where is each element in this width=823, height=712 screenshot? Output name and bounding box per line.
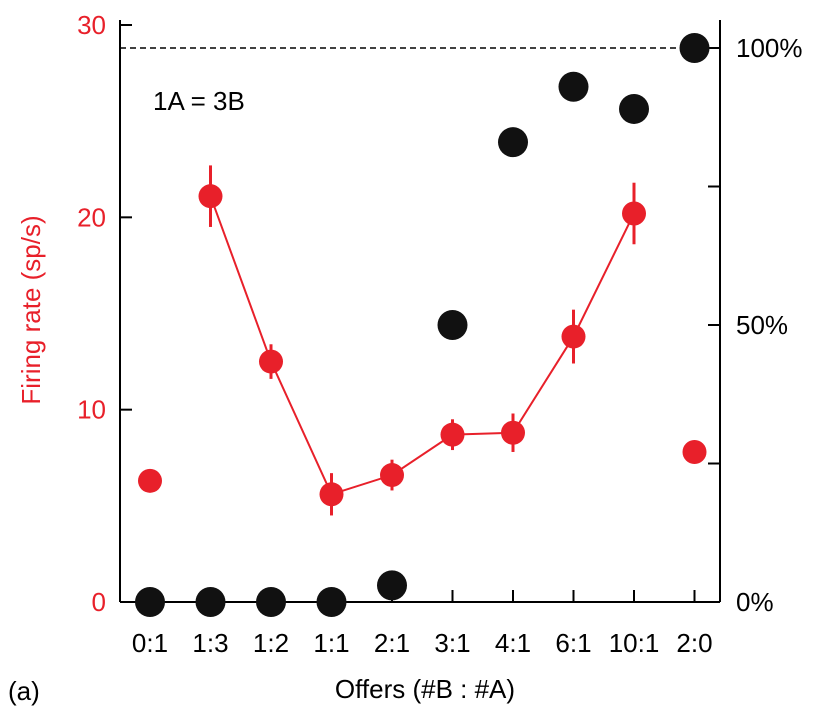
choice-percent-point [679,33,710,63]
x-tick-label: 1:1 [313,628,349,658]
y-tick-label: 10 [77,395,106,425]
firing-rate-point [259,349,283,374]
firing-rate-point [440,422,465,447]
annotation-equivalence: 1A = 3B [153,86,245,116]
firing-rate-point [138,468,162,493]
choice-percent-point [195,587,226,617]
x-tick-label: 2:0 [676,628,712,658]
firing-rate-point [319,482,344,507]
firing-rate-point [622,201,646,226]
y-tick-label: 30 [77,10,106,40]
firing-rate-point [380,463,404,488]
choice-percent-point [619,93,649,124]
x-tick-label: 4:1 [495,628,531,658]
x-tick-label: 1:2 [253,628,289,658]
x-tick-label: 0:1 [132,628,168,658]
left-y-axis: Firing rate (sp/s) 0 10 20 30 [16,10,132,617]
x-tick-label: 3:1 [434,628,470,658]
series-firing-rate [138,165,707,516]
x-tick-label: 10:1 [609,628,660,658]
x-axis: Offers (#B : #A) 0:1 1:3 1:2 1:1 2:1 3:1 4:1 6:… [132,590,713,704]
firing-rate-point [501,420,525,445]
choice-percent-point [256,587,286,617]
y-tick-label: 20 [77,202,106,232]
x-axis-title: Offers (#B : #A) [335,674,515,704]
x-tick-label: 2:1 [374,628,410,658]
y-axis-title: Firing rate (sp/s) [16,215,46,404]
choice-percent-point [558,71,589,102]
choice-percent-point [377,570,407,601]
firing-rate-line [209,195,635,496]
panel-label: (a) [8,676,40,706]
series-choice-percent [135,33,710,617]
choice-percent-point [437,310,468,340]
y-tick-label: 0 [92,587,106,617]
y2-tick-label: 0% [736,587,774,617]
y2-tick-label: 100% [736,33,803,63]
y2-tick-label: 50% [736,310,788,340]
choice-percent-point [316,587,347,617]
choice-percent-point [498,127,528,158]
firing-rate-point [561,324,586,349]
x-tick-label: 1:3 [192,628,228,658]
x-tick-label: 6:1 [555,628,591,658]
right-y-axis: 0% 50% 100% [708,33,803,617]
choice-percent-point [135,587,165,617]
firing-rate-point [682,439,707,464]
firing-rate-point [198,184,223,209]
